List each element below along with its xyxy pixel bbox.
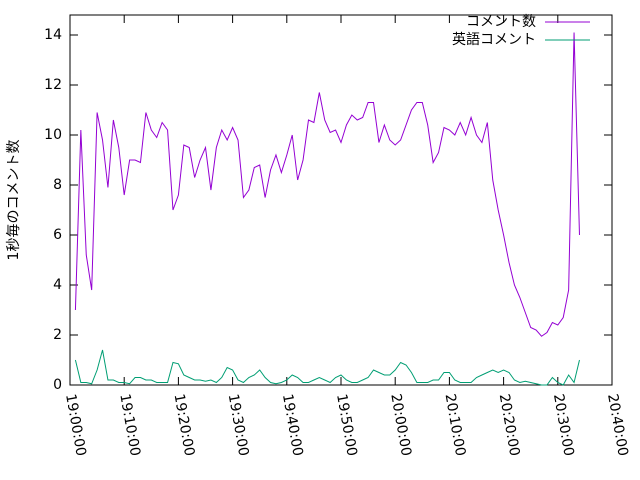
x-tick-label: 19:40:00 bbox=[279, 393, 306, 458]
plot-border bbox=[69, 14, 613, 386]
y-tick-label: 8 bbox=[53, 177, 62, 193]
x-tick-label: 20:20:00 bbox=[496, 393, 523, 458]
x-tick-label: 20:40:00 bbox=[604, 393, 631, 458]
x-tick-label: 19:00:00 bbox=[62, 393, 89, 458]
y-tick-label: 14 bbox=[44, 27, 62, 43]
x-tick-label: 19:50:00 bbox=[333, 393, 360, 458]
x-tick-label: 19:10:00 bbox=[116, 393, 143, 458]
y-tick-label: 4 bbox=[53, 277, 62, 293]
x-tick-label: 20:30:00 bbox=[550, 393, 577, 458]
series-line bbox=[74, 349, 580, 386]
legend-label: コメント数 bbox=[466, 14, 536, 30]
y-tick-label: 0 bbox=[53, 377, 62, 393]
y-tick-label: 12 bbox=[44, 77, 62, 93]
x-tick-label: 19:20:00 bbox=[171, 393, 198, 458]
series-line bbox=[74, 32, 580, 337]
y-tick-label: 10 bbox=[44, 127, 62, 143]
x-tick-label: 20:00:00 bbox=[387, 393, 414, 458]
y-axis-label: 1秒毎のコメント数 bbox=[6, 140, 22, 261]
x-tick-label: 19:30:00 bbox=[225, 393, 252, 458]
y-tick-label: 6 bbox=[53, 227, 62, 243]
x-tick-label: 20:10:00 bbox=[442, 393, 469, 458]
legend-label: 英語コメント bbox=[452, 31, 536, 48]
y-tick-label: 2 bbox=[53, 327, 62, 343]
